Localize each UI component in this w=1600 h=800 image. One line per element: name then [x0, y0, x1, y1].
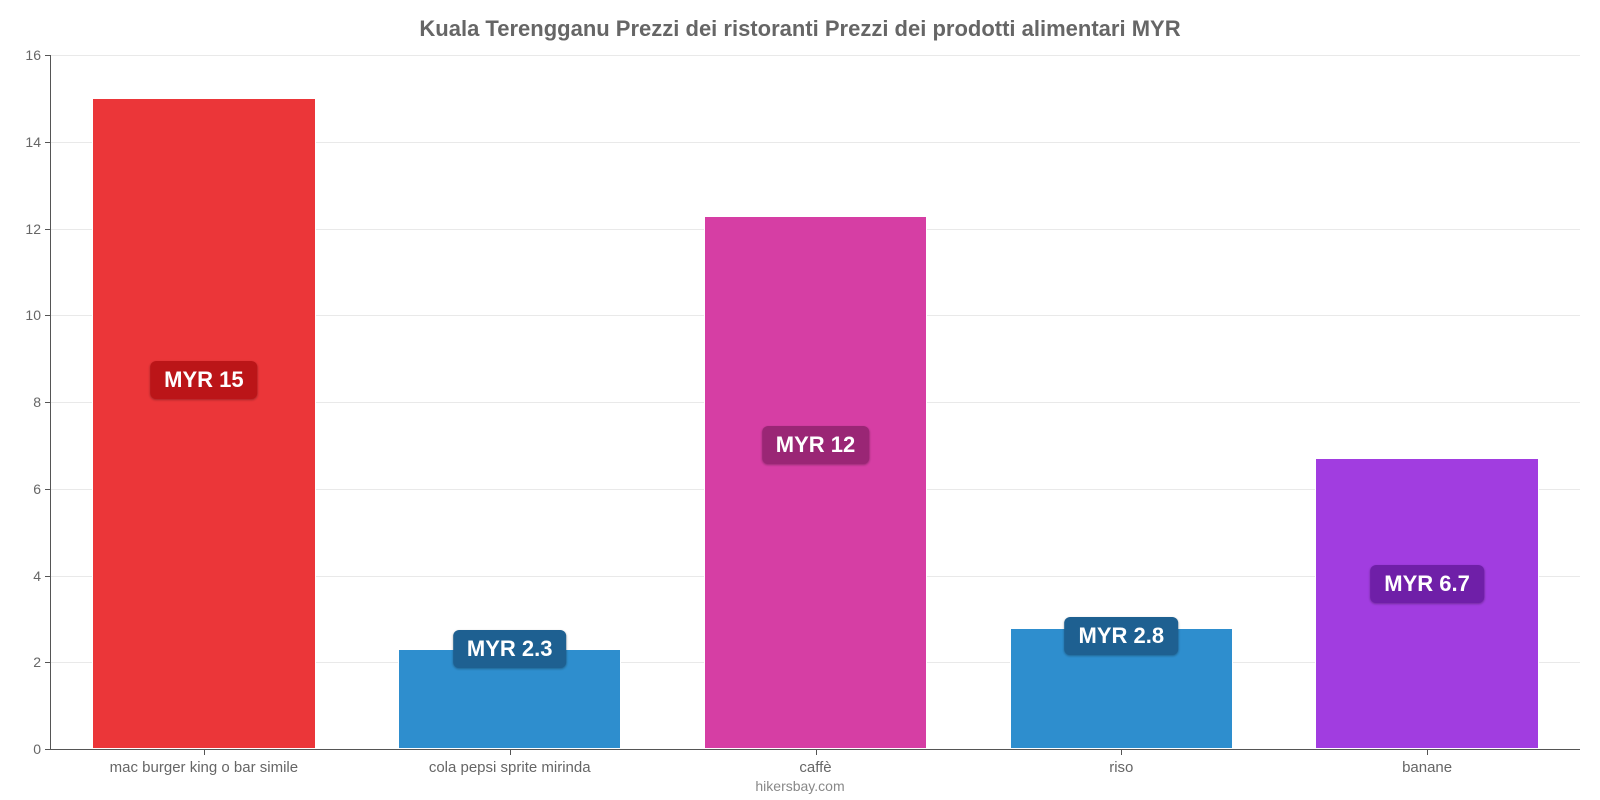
- value-badge: MYR 15: [150, 361, 257, 399]
- value-badge: MYR 12: [762, 426, 869, 464]
- price-chart: Kuala Terengganu Prezzi dei ristoranti P…: [0, 0, 1600, 800]
- ytick-mark: [45, 749, 51, 750]
- xtick-label: banane: [1402, 759, 1452, 776]
- value-badge: MYR 2.3: [453, 630, 567, 668]
- ytick-label: 4: [33, 568, 41, 584]
- ytick-mark: [45, 55, 51, 56]
- xtick-label: caffè: [799, 759, 831, 776]
- ytick-mark: [45, 142, 51, 143]
- xtick-mark: [510, 749, 511, 755]
- bar: [1315, 458, 1538, 749]
- ytick-mark: [45, 402, 51, 403]
- value-badge: MYR 2.8: [1065, 617, 1179, 655]
- xtick-mark: [1427, 749, 1428, 755]
- ytick-label: 0: [33, 741, 41, 757]
- xtick-label: cola pepsi sprite mirinda: [429, 759, 591, 776]
- plot-area: 0246810121416MYR 15mac burger king o bar…: [50, 55, 1580, 750]
- ytick-mark: [45, 662, 51, 663]
- ytick-label: 16: [25, 47, 41, 63]
- ytick-label: 6: [33, 481, 41, 497]
- bar: [704, 216, 927, 750]
- bar: [92, 98, 315, 749]
- ytick-mark: [45, 576, 51, 577]
- ytick-label: 12: [25, 221, 41, 237]
- ytick-mark: [45, 229, 51, 230]
- attribution-text: hikersbay.com: [0, 778, 1600, 794]
- xtick-mark: [204, 749, 205, 755]
- xtick-mark: [1121, 749, 1122, 755]
- ytick-label: 8: [33, 394, 41, 410]
- ytick-mark: [45, 489, 51, 490]
- ytick-mark: [45, 315, 51, 316]
- xtick-label: riso: [1109, 759, 1133, 776]
- ytick-label: 10: [25, 307, 41, 323]
- ytick-label: 14: [25, 134, 41, 150]
- xtick-label: mac burger king o bar simile: [110, 759, 298, 776]
- chart-title: Kuala Terengganu Prezzi dei ristoranti P…: [0, 16, 1600, 42]
- gridline: [51, 55, 1580, 56]
- xtick-mark: [816, 749, 817, 755]
- value-badge: MYR 6.7: [1370, 565, 1484, 603]
- ytick-label: 2: [33, 654, 41, 670]
